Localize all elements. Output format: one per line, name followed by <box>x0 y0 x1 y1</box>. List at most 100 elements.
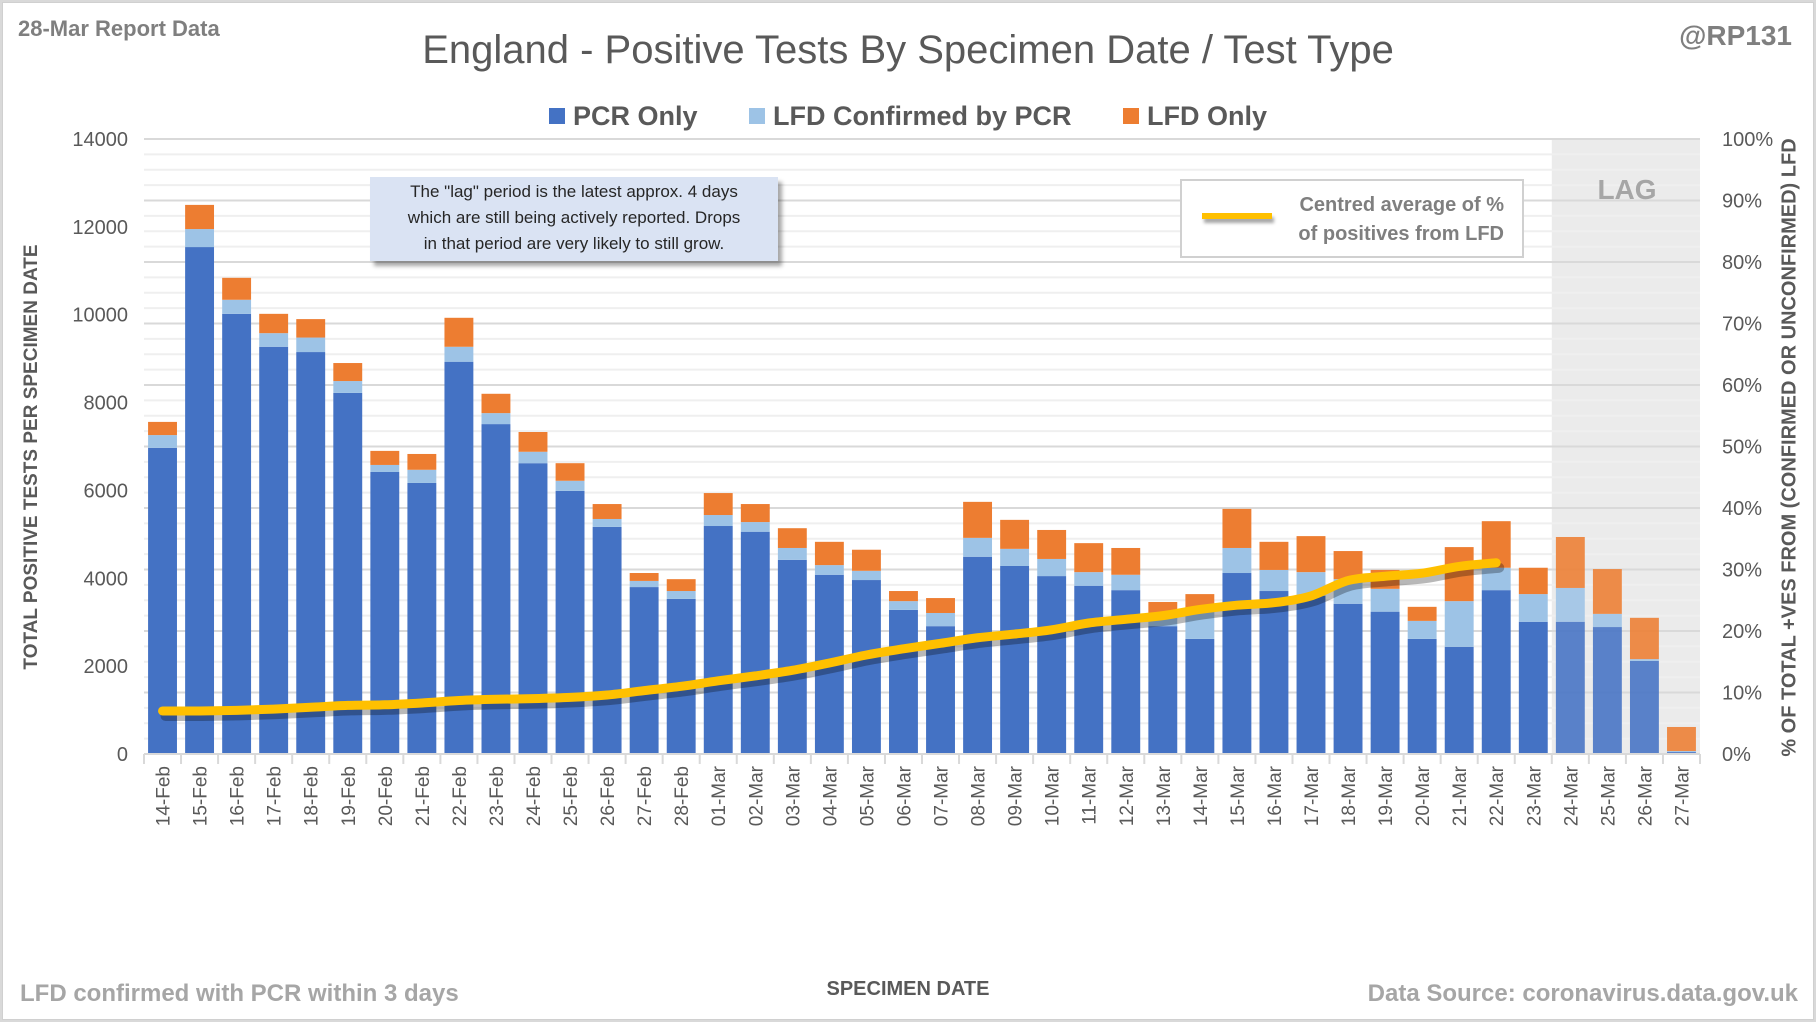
x-tick-label: 27-Feb <box>635 766 656 826</box>
y-tick-label-right: 0% <box>1722 744 1751 766</box>
bar-segment-pcr-only <box>1518 621 1548 754</box>
bar-segment-lfd-only <box>926 598 955 613</box>
y-tick-label-right: 50% <box>1722 437 1762 459</box>
bar-segment-lfd-only <box>518 432 548 452</box>
bar-segment-lfd-confirmed <box>814 565 844 575</box>
y-tick-label-left: 8000 <box>84 393 129 415</box>
x-tick-label: 25-Mar <box>1598 765 1619 826</box>
x-tick-label: 01-Mar <box>709 765 730 826</box>
bar-segment-pcr-only <box>703 526 733 754</box>
bar-segment-pcr-only <box>1296 595 1326 754</box>
bar-segment-pcr-only <box>592 526 622 754</box>
bar-segment-lfd-confirmed <box>222 299 252 314</box>
bar-segment-pcr-only <box>1185 638 1215 754</box>
x-tick-label: 22-Feb <box>450 766 471 826</box>
bar-segment-lfd-only <box>222 277 252 300</box>
bar-segment-lfd-only <box>777 528 807 548</box>
x-tick-label: 05-Mar <box>857 765 878 826</box>
bar-segment-pcr-only <box>740 531 770 754</box>
bar-segment-pcr-only <box>518 463 548 754</box>
bar-segment-pcr-only <box>963 556 993 754</box>
bar-segment-lfd-only <box>740 504 770 523</box>
x-tick-label: 08-Mar <box>969 765 990 826</box>
bar-segment-lfd-only <box>444 317 474 347</box>
x-tick-label: 06-Mar <box>894 765 915 826</box>
bar-segment-pcr-only <box>851 580 881 754</box>
x-tick-label: 07-Mar <box>932 765 953 826</box>
legend-item-pcr-only: PCR Only <box>548 100 698 132</box>
line-legend-text-line: Centred average of % <box>1299 194 1504 216</box>
bar-segment-lfd-only <box>1555 536 1585 588</box>
bar-segment-lfd-confirmed <box>1111 574 1141 591</box>
note-line: The "lag" period is the latest approx. 4… <box>410 182 738 201</box>
bar-segment-pcr-only <box>185 247 215 755</box>
bar-segment-lfd-only <box>592 504 622 519</box>
bar-segment-lfd-only <box>1037 529 1067 559</box>
footnote-lfd-confirmation: LFD confirmed with PCR within 3 days <box>20 980 459 1007</box>
bar-segment-lfd-only <box>185 204 215 230</box>
x-tick-label: 28-Feb <box>672 766 693 826</box>
bar-segment-lfd-only <box>296 319 326 338</box>
bar-segment-lfd-confirmed <box>185 229 215 248</box>
bar-segment-lfd-only <box>851 549 881 571</box>
legend-label: LFD Only <box>1147 100 1268 131</box>
bar-segment-lfd-only <box>703 493 733 516</box>
legend-swatch-avg-line <box>1202 213 1272 219</box>
bar-segment-lfd-confirmed <box>1037 558 1067 577</box>
bar-segment-pcr-only <box>555 490 585 754</box>
x-tick-label: 20-Feb <box>376 766 397 826</box>
bar-segment-pcr-only <box>1037 576 1067 754</box>
bar-segment-lfd-confirmed <box>1555 587 1585 622</box>
bar-segment-lfd-confirmed <box>1074 572 1104 586</box>
bar-segment-lfd-confirmed <box>1481 567 1511 591</box>
bar-segment-pcr-only <box>444 361 474 754</box>
bar-segment-lfd-confirmed <box>703 515 733 527</box>
x-tick-label: 16-Feb <box>228 766 249 826</box>
x-tick-label: 22-Mar <box>1487 765 1508 826</box>
bar-segment-lfd-confirmed <box>926 612 955 627</box>
x-tick-label: 10-Mar <box>1043 765 1064 826</box>
bar-segment-lfd-confirmed <box>518 451 548 464</box>
x-tick-label: 17-Feb <box>265 766 286 826</box>
x-tick-label: 11-Mar <box>1080 765 1101 824</box>
bar-segment-lfd-confirmed <box>740 522 770 532</box>
legend-label: PCR Only <box>572 100 698 131</box>
bar-segment-lfd-only <box>1111 547 1141 575</box>
legend-swatch-pcr-only <box>548 108 565 124</box>
bar-segment-lfd-confirmed <box>1259 569 1289 592</box>
bar-segment-pcr-only <box>222 313 252 754</box>
bar-segment-pcr-only <box>1407 638 1437 754</box>
bar-segment-pcr-only <box>777 559 807 754</box>
x-tick-label: 23-Mar <box>1524 765 1545 826</box>
bar-segment-pcr-only <box>1444 646 1474 754</box>
bar-segment-pcr-only <box>1259 591 1289 754</box>
y-tick-label-left: 10000 <box>72 305 128 327</box>
y-tick-label-right: 100% <box>1722 129 1773 151</box>
note-line: which are still being actively reported.… <box>407 208 741 227</box>
bar-segment-lfd-confirmed <box>963 537 993 557</box>
bar-segment-lfd-confirmed <box>370 464 400 472</box>
bar-segment-pcr-only <box>666 598 696 754</box>
bar-segment-pcr-only <box>407 482 437 754</box>
bar-segment-lfd-only <box>1444 547 1474 602</box>
note-line: in that period are very likely to still … <box>423 234 725 253</box>
x-tick-label: 20-Mar <box>1413 765 1434 826</box>
legend-label: LFD Confirmed by PCR <box>773 100 1072 131</box>
bar-segment-lfd-confirmed <box>444 346 474 362</box>
bar-segment-lfd-confirmed <box>1667 751 1696 753</box>
x-tick-label: 09-Mar <box>1006 765 1027 826</box>
x-tick-label: 14-Feb <box>154 766 175 826</box>
y-tick-label-left: 6000 <box>84 480 129 502</box>
bar-segment-pcr-only <box>1555 621 1585 754</box>
bar-segment-lfd-only <box>889 591 918 602</box>
line-legend-label: Centred average of % of positives from L… <box>1298 191 1504 249</box>
legend-swatch-lfd-confirmed <box>749 108 765 124</box>
y-tick-label-right: 80% <box>1722 252 1762 274</box>
line-legend-text-line: of positives from LFD <box>1298 223 1504 245</box>
legend-item-lfd-only: LFD Only <box>1123 101 1267 132</box>
series-legend: PCR Only LFD Confirmed by PCR LFD Only <box>0 100 1816 132</box>
bar-segment-pcr-only <box>1592 627 1622 754</box>
bar-segment-lfd-confirmed <box>592 518 622 527</box>
avg-lfd-percent-line <box>158 558 1501 716</box>
x-tick-label: 12-Mar <box>1117 765 1138 826</box>
